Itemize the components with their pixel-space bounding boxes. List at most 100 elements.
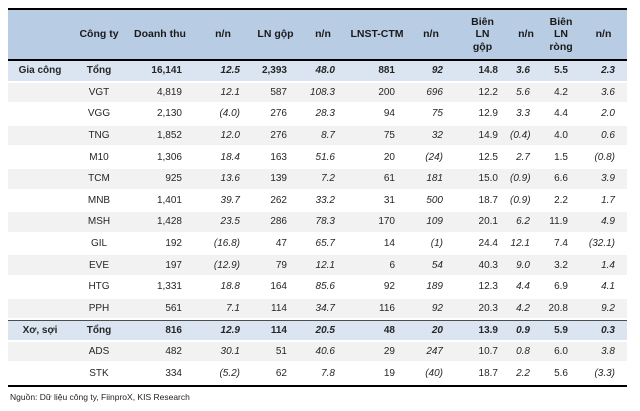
group-label-cell xyxy=(8,104,72,126)
value-cell-lnst-ctm: 6 xyxy=(347,255,407,277)
value-cell-nn-bien-ln-gop: (0.9) xyxy=(510,190,542,213)
value-cell-bien-ln-gop: 18.7 xyxy=(455,363,510,385)
value-cell-nn-doanh-thu: 12.5 xyxy=(194,61,252,83)
company-cell: MSH xyxy=(72,212,126,234)
value-cell-bien-ln-rong: 7.4 xyxy=(542,233,580,256)
value-cell-nn-lnst-ctm: 109 xyxy=(407,212,455,234)
value-cell-nn-doanh-thu: 30.1 xyxy=(194,341,252,364)
company-cell: TCM xyxy=(72,168,126,191)
value-cell-nn-doanh-thu: 23.5 xyxy=(194,212,252,234)
table-row: HTG 1,331 18.8 164 85.6 92 189 12.3 4.4 6.9 4.1 xyxy=(8,276,627,299)
value-cell-nn-bien-ln-gop: 12.1 xyxy=(510,233,542,256)
value-cell-nn-ln-gop: 20.5 xyxy=(299,320,347,342)
table-row: TNG 1,852 12.0 276 8.7 75 32 14.9 (0.4) 4.0 0.6 xyxy=(8,125,627,148)
table-row: ADS 482 30.1 51 40.6 29 247 10.7 0.8 6.0 3.8 xyxy=(8,341,627,364)
value-cell-ln-gop: 51 xyxy=(252,341,299,364)
value-cell-doanh-thu: 1,331 xyxy=(126,276,194,299)
company-cell: STK xyxy=(72,363,126,385)
value-cell-doanh-thu: 816 xyxy=(126,320,194,342)
value-cell-nn-ln-gop: 12.1 xyxy=(299,255,347,277)
value-cell-ln-gop: 587 xyxy=(252,82,299,105)
group-label-cell xyxy=(8,341,72,364)
value-cell-lnst-ctm: 14 xyxy=(347,233,407,256)
value-cell-nn-ln-gop: 65.7 xyxy=(299,233,347,256)
value-cell-bien-ln-gop: 14.8 xyxy=(455,61,510,83)
value-cell-nn-ln-gop: 108.3 xyxy=(299,82,347,105)
group-label-cell xyxy=(8,168,72,191)
table-row: STK 334 (5.2) 62 7.8 19 (40) 18.7 2.2 5.6 (3.3) xyxy=(8,363,627,385)
value-cell-bien-ln-rong: 20.8 xyxy=(542,298,580,321)
value-cell-bien-ln-rong: 4.2 xyxy=(542,82,580,105)
value-cell-nn-ln-gop: 78.3 xyxy=(299,212,347,234)
value-cell-nn-bien-ln-rong: 3.6 xyxy=(580,82,627,105)
value-cell-bien-ln-gop: 24.4 xyxy=(455,233,510,256)
table-row: M10 1,306 18.4 163 51.6 20 (24) 12.5 2.7 1.5 (0.8) xyxy=(8,147,627,169)
company-cell: Tổng xyxy=(72,61,126,83)
value-cell-lnst-ctm: 29 xyxy=(347,341,407,364)
value-cell-bien-ln-rong: 11.9 xyxy=(542,212,580,234)
value-cell-nn-bien-ln-gop: 3.3 xyxy=(510,104,542,126)
col-header-nn-ln-gop: n/n xyxy=(299,8,347,61)
value-cell-nn-bien-ln-rong: 2.0 xyxy=(580,104,627,126)
company-cell: EVE xyxy=(72,255,126,277)
group-label-cell xyxy=(8,125,72,148)
value-cell-nn-bien-ln-gop: (0.4) xyxy=(510,125,542,148)
value-cell-doanh-thu: 334 xyxy=(126,363,194,385)
value-cell-doanh-thu: 1,306 xyxy=(126,147,194,169)
value-cell-bien-ln-rong: 5.6 xyxy=(542,363,580,385)
value-cell-bien-ln-gop: 18.7 xyxy=(455,190,510,213)
value-cell-nn-lnst-ctm: 189 xyxy=(407,276,455,299)
table-body: Gia công Tổng 16,141 12.5 2,393 48.0 881 92 14.8… xyxy=(8,61,627,385)
value-cell-nn-bien-ln-rong: (0.8) xyxy=(580,147,627,169)
value-cell-nn-ln-gop: 7.2 xyxy=(299,168,347,191)
value-cell-bien-ln-gop: 10.7 xyxy=(455,341,510,364)
value-cell-ln-gop: 276 xyxy=(252,104,299,126)
value-cell-nn-lnst-ctm: (1) xyxy=(407,233,455,256)
value-cell-bien-ln-gop: 12.3 xyxy=(455,276,510,299)
col-header-bien-ln-rong: Biên LN ròng xyxy=(542,8,580,61)
value-cell-lnst-ctm: 92 xyxy=(347,276,407,299)
value-cell-nn-lnst-ctm: 92 xyxy=(407,61,455,83)
value-cell-doanh-thu: 482 xyxy=(126,341,194,364)
value-cell-bien-ln-rong: 6.6 xyxy=(542,168,580,191)
value-cell-nn-ln-gop: 48.0 xyxy=(299,61,347,83)
value-cell-lnst-ctm: 20 xyxy=(347,147,407,169)
value-cell-ln-gop: 164 xyxy=(252,276,299,299)
value-cell-lnst-ctm: 31 xyxy=(347,190,407,213)
value-cell-nn-bien-ln-gop: 5.6 xyxy=(510,82,542,105)
value-cell-nn-lnst-ctm: 20 xyxy=(407,320,455,342)
value-cell-nn-bien-ln-gop: 0.8 xyxy=(510,341,542,364)
value-cell-nn-lnst-ctm: 181 xyxy=(407,168,455,191)
col-header-group xyxy=(8,8,72,61)
value-cell-lnst-ctm: 75 xyxy=(347,125,407,148)
value-cell-nn-ln-gop: 7.8 xyxy=(299,363,347,385)
company-cell: GIL xyxy=(72,233,126,256)
value-cell-nn-bien-ln-gop: 0.9 xyxy=(510,320,542,342)
company-cell: MNB xyxy=(72,190,126,213)
company-cell: TNG xyxy=(72,125,126,148)
value-cell-nn-lnst-ctm: 54 xyxy=(407,255,455,277)
group-label-cell: Xơ, sợi xyxy=(8,320,72,342)
value-cell-bien-ln-rong: 2.2 xyxy=(542,190,580,213)
value-cell-nn-bien-ln-rong: 3.8 xyxy=(580,341,627,364)
company-cell: M10 xyxy=(72,147,126,169)
value-cell-doanh-thu: 192 xyxy=(126,233,194,256)
value-cell-ln-gop: 2,393 xyxy=(252,61,299,83)
company-cell: HTG xyxy=(72,276,126,299)
table-header: Công ty Doanh thu n/n LN gộp n/n LNST-CTM n/n B… xyxy=(8,8,627,61)
value-cell-lnst-ctm: 94 xyxy=(347,104,407,126)
value-cell-nn-lnst-ctm: 500 xyxy=(407,190,455,213)
table-row: MNB 1,401 39.7 262 33.2 31 500 18.7 (0.9) 2.2 1.7 xyxy=(8,190,627,213)
value-cell-nn-ln-gop: 8.7 xyxy=(299,125,347,148)
value-cell-ln-gop: 79 xyxy=(252,255,299,277)
value-cell-bien-ln-rong: 3.2 xyxy=(542,255,580,277)
col-header-nn-bien-ln-rong: n/n xyxy=(580,8,627,61)
table-row: VGG 2,130 (4.0) 276 28.3 94 75 12.9 3.3 4.4 2.0 xyxy=(8,104,627,126)
value-cell-doanh-thu: 561 xyxy=(126,298,194,321)
value-cell-bien-ln-gop: 14.9 xyxy=(455,125,510,148)
value-cell-lnst-ctm: 200 xyxy=(347,82,407,105)
table-row: EVE 197 (12.9) 79 12.1 6 54 40.3 9.0 3.2 1.4 xyxy=(8,255,627,277)
value-cell-nn-bien-ln-rong: 3.9 xyxy=(580,168,627,191)
value-cell-ln-gop: 62 xyxy=(252,363,299,385)
